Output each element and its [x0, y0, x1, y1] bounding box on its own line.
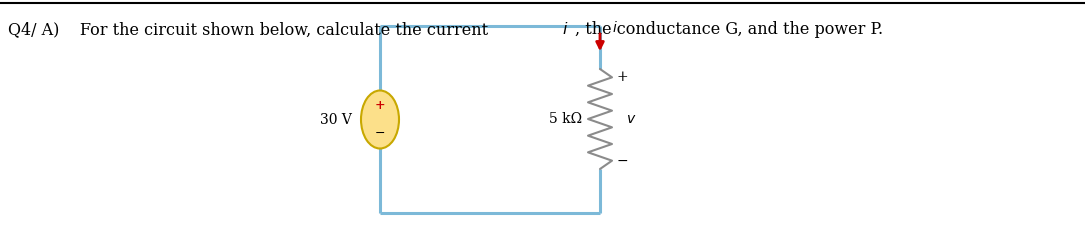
- Text: $v$: $v$: [626, 112, 637, 126]
- Text: 30 V: 30 V: [320, 112, 352, 127]
- Text: +: +: [374, 99, 385, 112]
- Ellipse shape: [361, 91, 399, 149]
- Text: , the conductance G, and the power P.: , the conductance G, and the power P.: [575, 21, 883, 39]
- Text: Q4/ A)    For the circuit shown below, calculate the current: Q4/ A) For the circuit shown below, calc…: [8, 21, 494, 39]
- Text: $i$: $i$: [562, 21, 569, 39]
- Text: +: +: [616, 70, 628, 84]
- Text: 5 kΩ: 5 kΩ: [549, 112, 582, 126]
- Text: −: −: [616, 154, 628, 168]
- Text: −: −: [374, 127, 385, 140]
- Text: $i$: $i$: [612, 19, 617, 34]
